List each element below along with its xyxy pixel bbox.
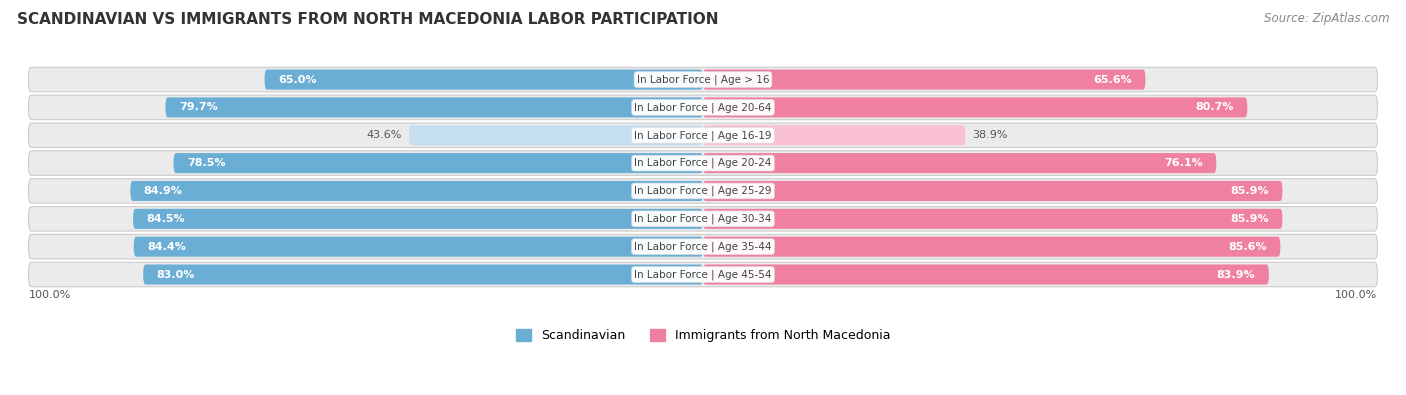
- Text: 100.0%: 100.0%: [28, 290, 70, 299]
- FancyBboxPatch shape: [264, 70, 703, 90]
- FancyBboxPatch shape: [703, 70, 1146, 90]
- FancyBboxPatch shape: [28, 95, 1378, 120]
- Text: Source: ZipAtlas.com: Source: ZipAtlas.com: [1264, 12, 1389, 25]
- Text: 83.9%: 83.9%: [1216, 269, 1256, 280]
- FancyBboxPatch shape: [28, 262, 1378, 287]
- Text: In Labor Force | Age 45-54: In Labor Force | Age 45-54: [634, 269, 772, 280]
- Text: SCANDINAVIAN VS IMMIGRANTS FROM NORTH MACEDONIA LABOR PARTICIPATION: SCANDINAVIAN VS IMMIGRANTS FROM NORTH MA…: [17, 12, 718, 27]
- Text: 83.0%: 83.0%: [156, 269, 195, 280]
- FancyBboxPatch shape: [703, 237, 1281, 257]
- FancyBboxPatch shape: [28, 67, 1378, 92]
- FancyBboxPatch shape: [28, 123, 1378, 147]
- FancyBboxPatch shape: [28, 234, 1378, 259]
- FancyBboxPatch shape: [166, 98, 703, 117]
- FancyBboxPatch shape: [143, 265, 703, 284]
- Text: 80.7%: 80.7%: [1195, 102, 1234, 113]
- FancyBboxPatch shape: [134, 209, 703, 229]
- Text: 100.0%: 100.0%: [1336, 290, 1378, 299]
- FancyBboxPatch shape: [703, 98, 1247, 117]
- Text: 76.1%: 76.1%: [1164, 158, 1202, 168]
- FancyBboxPatch shape: [173, 153, 703, 173]
- Text: In Labor Force | Age 35-44: In Labor Force | Age 35-44: [634, 241, 772, 252]
- Text: 65.0%: 65.0%: [278, 75, 316, 85]
- FancyBboxPatch shape: [703, 181, 1282, 201]
- Text: In Labor Force | Age 20-64: In Labor Force | Age 20-64: [634, 102, 772, 113]
- Text: 65.6%: 65.6%: [1094, 75, 1132, 85]
- FancyBboxPatch shape: [28, 207, 1378, 231]
- Text: 85.6%: 85.6%: [1229, 242, 1267, 252]
- FancyBboxPatch shape: [28, 151, 1378, 175]
- Text: 85.9%: 85.9%: [1230, 214, 1268, 224]
- Text: 84.9%: 84.9%: [143, 186, 183, 196]
- FancyBboxPatch shape: [409, 125, 703, 145]
- Text: In Labor Force | Age 16-19: In Labor Force | Age 16-19: [634, 130, 772, 141]
- Text: 38.9%: 38.9%: [972, 130, 1008, 140]
- FancyBboxPatch shape: [131, 181, 703, 201]
- Text: 85.9%: 85.9%: [1230, 186, 1268, 196]
- FancyBboxPatch shape: [703, 125, 966, 145]
- Text: 84.4%: 84.4%: [148, 242, 186, 252]
- FancyBboxPatch shape: [134, 237, 703, 257]
- Text: In Labor Force | Age > 16: In Labor Force | Age > 16: [637, 74, 769, 85]
- Legend: Scandinavian, Immigrants from North Macedonia: Scandinavian, Immigrants from North Mace…: [510, 324, 896, 347]
- FancyBboxPatch shape: [28, 179, 1378, 203]
- Text: 84.5%: 84.5%: [146, 214, 186, 224]
- Text: In Labor Force | Age 20-24: In Labor Force | Age 20-24: [634, 158, 772, 168]
- FancyBboxPatch shape: [703, 209, 1282, 229]
- Text: 78.5%: 78.5%: [187, 158, 225, 168]
- Text: In Labor Force | Age 30-34: In Labor Force | Age 30-34: [634, 214, 772, 224]
- FancyBboxPatch shape: [703, 265, 1268, 284]
- Text: 43.6%: 43.6%: [367, 130, 402, 140]
- Text: In Labor Force | Age 25-29: In Labor Force | Age 25-29: [634, 186, 772, 196]
- FancyBboxPatch shape: [703, 153, 1216, 173]
- Text: 79.7%: 79.7%: [179, 102, 218, 113]
